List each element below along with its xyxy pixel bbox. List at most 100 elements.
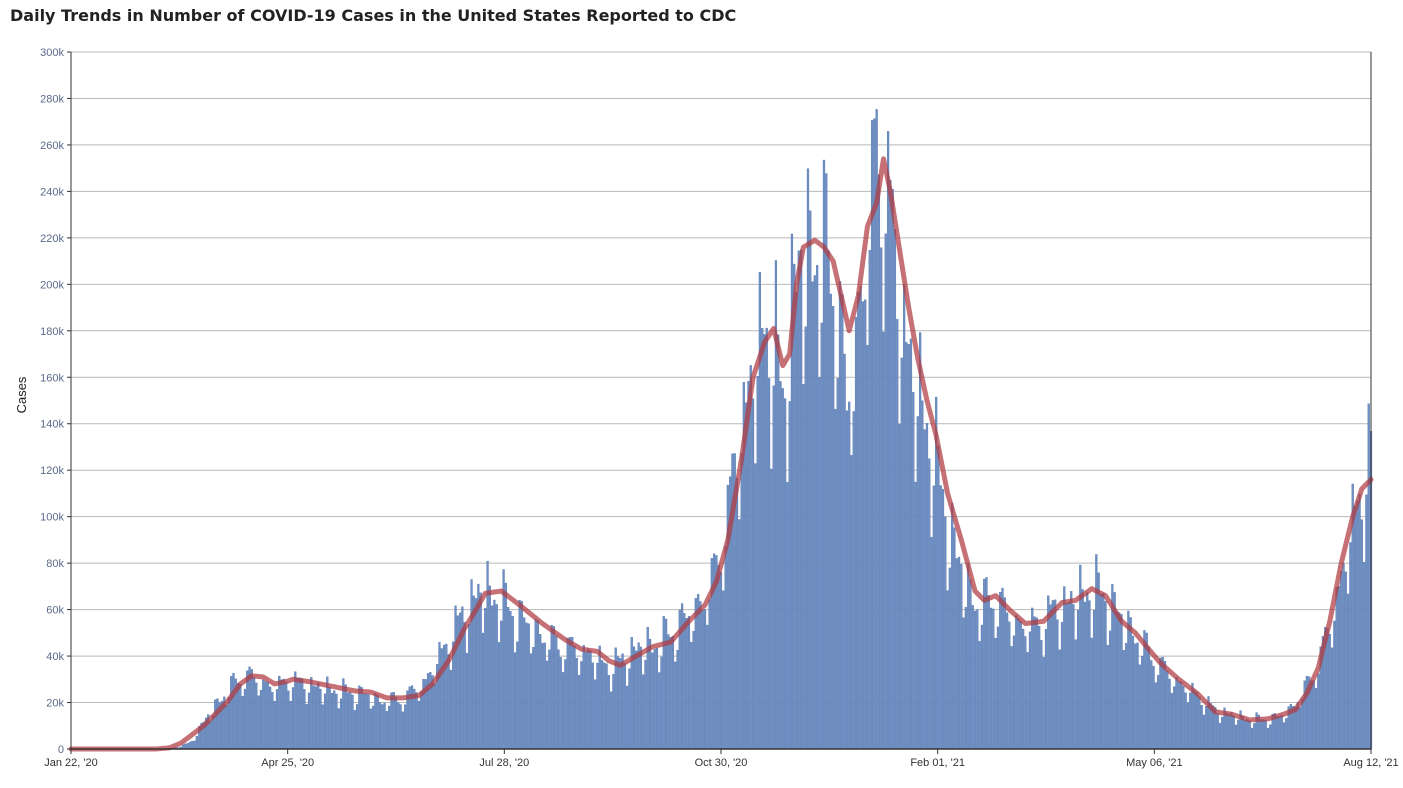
bar bbox=[1024, 636, 1027, 750]
bar bbox=[848, 401, 851, 750]
bar bbox=[1079, 564, 1082, 750]
bar bbox=[243, 688, 247, 750]
bar bbox=[511, 616, 514, 750]
bar bbox=[1253, 723, 1256, 750]
bar bbox=[735, 477, 739, 750]
bar bbox=[303, 689, 306, 750]
bar bbox=[404, 704, 407, 750]
bar bbox=[440, 648, 443, 750]
bar bbox=[301, 678, 304, 750]
bar bbox=[346, 692, 350, 750]
bar bbox=[383, 702, 386, 750]
bar bbox=[500, 620, 503, 750]
bar bbox=[1090, 637, 1093, 750]
bar bbox=[1230, 712, 1233, 750]
bar bbox=[1363, 562, 1366, 750]
bar bbox=[289, 701, 292, 750]
bar bbox=[236, 682, 240, 750]
bar bbox=[587, 648, 590, 750]
bar bbox=[765, 327, 768, 750]
bar bbox=[642, 674, 645, 750]
bar bbox=[1088, 600, 1091, 750]
bar bbox=[255, 682, 258, 750]
bar bbox=[603, 662, 606, 750]
y-tick-label: 280k bbox=[40, 93, 64, 105]
bar bbox=[465, 652, 469, 750]
bar bbox=[539, 634, 542, 750]
bar bbox=[948, 567, 951, 750]
bar bbox=[605, 663, 608, 750]
bar bbox=[491, 605, 494, 750]
bar bbox=[250, 669, 253, 750]
bar bbox=[1097, 572, 1100, 750]
bar bbox=[957, 556, 961, 750]
bar bbox=[816, 265, 819, 750]
bar bbox=[1349, 542, 1352, 750]
bar bbox=[724, 545, 727, 750]
bar bbox=[541, 643, 544, 750]
bar bbox=[1076, 609, 1080, 750]
bar bbox=[1150, 660, 1153, 750]
bar bbox=[811, 281, 814, 750]
bar bbox=[813, 275, 816, 750]
bar bbox=[420, 691, 423, 750]
bar bbox=[504, 582, 507, 750]
bar bbox=[275, 689, 279, 750]
bar bbox=[555, 635, 558, 750]
bar bbox=[582, 645, 585, 750]
bar bbox=[639, 646, 642, 750]
bar bbox=[955, 558, 958, 750]
bar bbox=[557, 649, 560, 750]
bar bbox=[1125, 643, 1128, 750]
bar bbox=[294, 671, 297, 750]
bar bbox=[1108, 630, 1112, 750]
x-tick-label: May 06, '21 bbox=[1126, 757, 1183, 769]
bar bbox=[653, 649, 656, 750]
y-tick-label: 140k bbox=[40, 419, 64, 431]
bar bbox=[827, 250, 830, 750]
y-tick-label: 120k bbox=[40, 465, 64, 477]
bar bbox=[381, 704, 384, 750]
bar bbox=[951, 503, 954, 750]
bar bbox=[882, 331, 885, 750]
bar bbox=[1022, 628, 1025, 750]
bar bbox=[1218, 723, 1222, 750]
bar bbox=[646, 626, 649, 750]
bar bbox=[259, 689, 263, 750]
bar bbox=[399, 704, 402, 750]
bar bbox=[914, 481, 917, 750]
bar bbox=[225, 705, 228, 750]
bar bbox=[392, 692, 395, 750]
bar bbox=[838, 281, 842, 750]
bar bbox=[1285, 718, 1288, 750]
bar bbox=[529, 653, 533, 750]
bar bbox=[285, 681, 288, 750]
bar bbox=[1118, 612, 1121, 750]
bar bbox=[532, 647, 535, 750]
bar bbox=[921, 400, 924, 750]
bar bbox=[438, 642, 441, 750]
bar bbox=[937, 445, 940, 750]
bar bbox=[1326, 628, 1329, 750]
bar bbox=[754, 463, 757, 750]
bar bbox=[298, 677, 301, 750]
bar bbox=[783, 398, 787, 750]
bar bbox=[806, 168, 810, 750]
bar bbox=[495, 604, 498, 750]
y-tick-label: 100k bbox=[40, 512, 64, 524]
bar bbox=[280, 679, 283, 750]
bar bbox=[994, 637, 997, 750]
bar bbox=[989, 607, 993, 750]
bar bbox=[749, 365, 752, 750]
bar bbox=[598, 645, 601, 750]
bar bbox=[310, 677, 313, 750]
bar bbox=[232, 672, 235, 750]
bar bbox=[1081, 589, 1084, 750]
bar bbox=[442, 644, 446, 750]
bar bbox=[333, 690, 336, 750]
bar bbox=[802, 384, 805, 750]
chart-title: Daily Trends in Number of COVID-19 Cases… bbox=[10, 6, 737, 25]
bar bbox=[536, 620, 540, 750]
bar bbox=[1184, 692, 1187, 750]
bar bbox=[584, 651, 588, 750]
